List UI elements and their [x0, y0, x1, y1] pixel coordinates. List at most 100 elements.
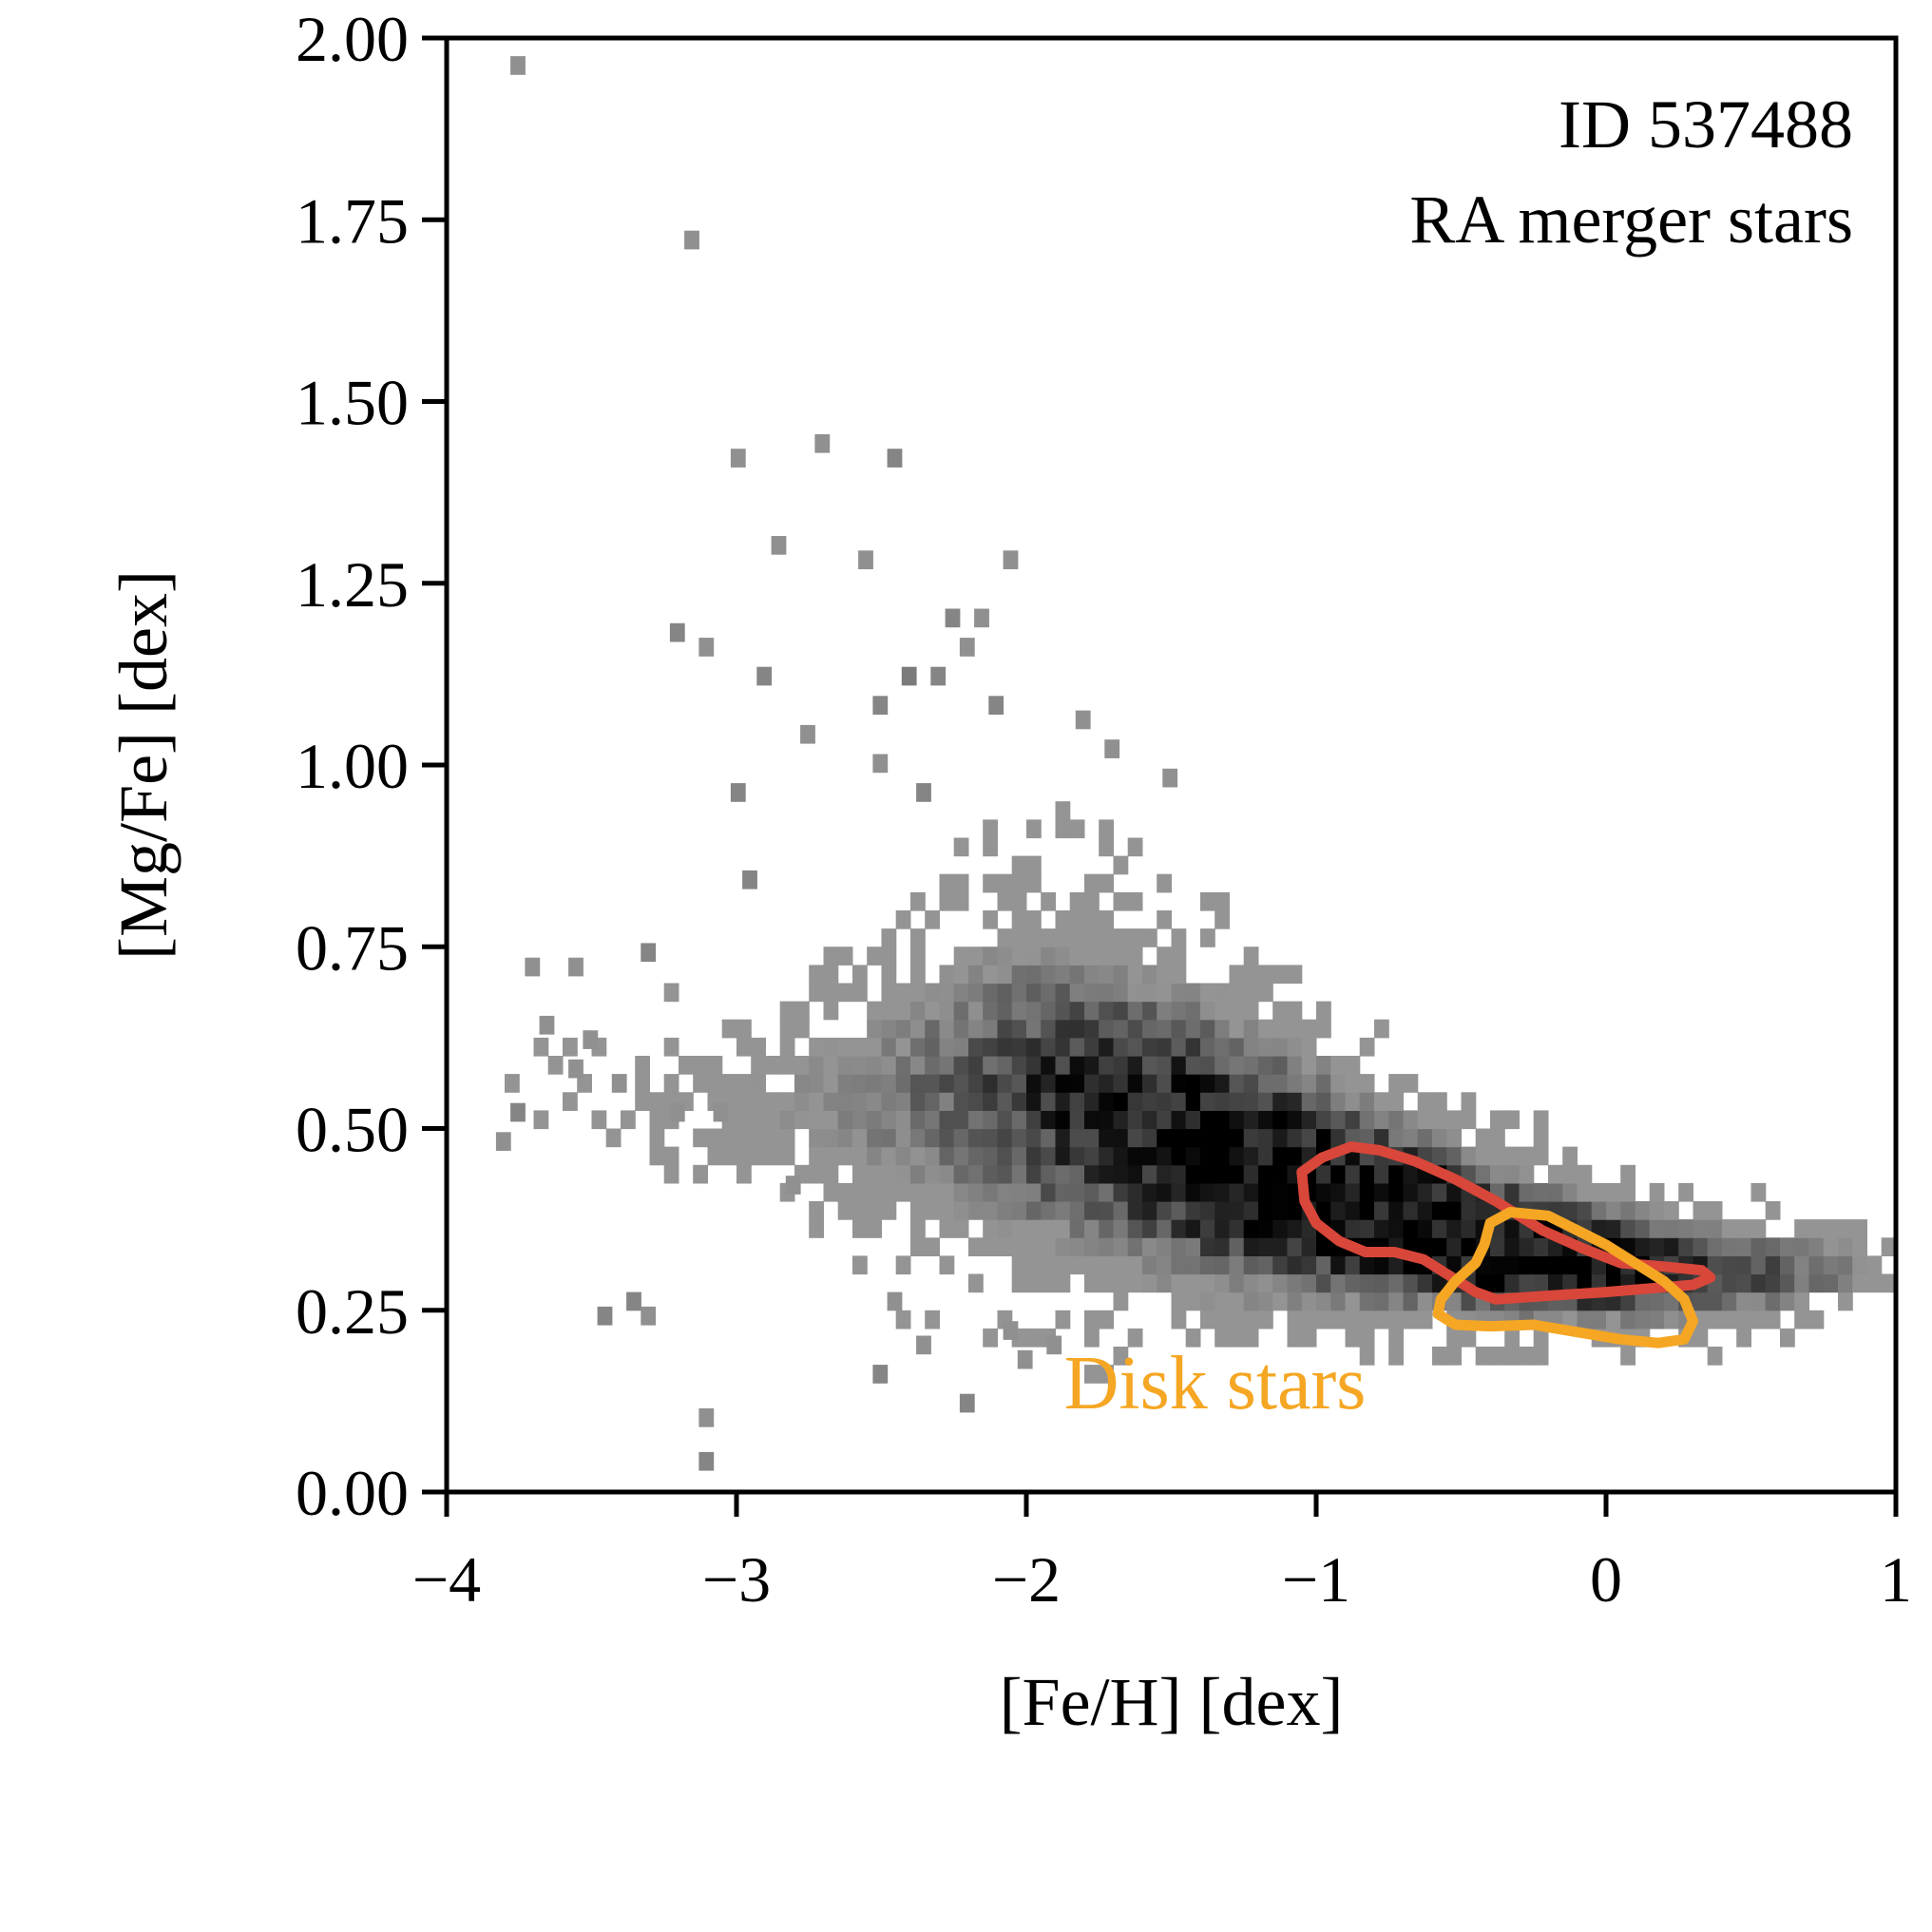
heatmap-bin: [1562, 1146, 1578, 1166]
heatmap-bin: [925, 1310, 940, 1329]
heatmap-bin: [1287, 1074, 1303, 1093]
heatmap-bin: [1649, 1237, 1665, 1256]
heatmap-bin: [925, 1056, 940, 1075]
heatmap-bin: [881, 1019, 897, 1039]
heatmap-bin: [1577, 1164, 1593, 1184]
heatmap-bin: [953, 873, 969, 893]
heatmap-bin: [852, 1074, 868, 1093]
heatmap-bin: [1011, 1255, 1027, 1275]
heatmap-bin: [1301, 1074, 1317, 1093]
heatmap-bin: [730, 449, 746, 468]
heatmap-bin: [1011, 1092, 1027, 1111]
heatmap-bin: [1808, 1255, 1825, 1275]
heatmap-bin: [1808, 1237, 1825, 1256]
heatmap-bin: [1099, 1001, 1114, 1021]
heatmap-bin: [1504, 1273, 1520, 1293]
heatmap-bin: [1215, 1110, 1230, 1130]
heatmap-bin: [1591, 1201, 1607, 1220]
heatmap-bin: [1388, 1328, 1404, 1348]
heatmap-bin: [1359, 1182, 1375, 1202]
heatmap-bin: [1069, 1164, 1085, 1184]
heatmap-bin: [1011, 1219, 1027, 1238]
heatmap-bin: [1084, 873, 1100, 893]
heatmap-bin: [939, 1019, 955, 1039]
heatmap-bin: [867, 1092, 882, 1111]
heatmap-bin: [1215, 1001, 1230, 1021]
heatmap-bin: [525, 957, 541, 977]
heatmap-bin: [1055, 1201, 1071, 1220]
heatmap-bin: [1200, 1056, 1215, 1075]
heatmap-bin: [939, 1146, 955, 1166]
heatmap-bin: [837, 1128, 853, 1148]
heatmap-bin: [939, 965, 955, 985]
heatmap-bin: [1200, 1037, 1215, 1057]
heatmap-bin: [1142, 1273, 1157, 1293]
heatmap-bin: [1287, 1201, 1303, 1220]
heatmap-bin: [953, 1128, 969, 1148]
heatmap-bin: [1229, 1201, 1245, 1220]
heatmap-bin: [809, 1056, 824, 1075]
heatmap-bin: [649, 1092, 665, 1111]
heatmap-bin: [1533, 1182, 1549, 1202]
heatmap-bin: [663, 1164, 679, 1184]
heatmap-bin: [1229, 1273, 1245, 1293]
heatmap-bin: [1017, 1349, 1033, 1369]
heatmap-bin: [1780, 1273, 1795, 1293]
heatmap-bin: [1041, 1219, 1056, 1238]
heatmap-bin: [925, 1074, 940, 1093]
heatmap-bin: [1041, 1128, 1056, 1148]
heatmap-bin: [1142, 1237, 1157, 1256]
heatmap-bin: [1055, 1056, 1071, 1075]
heatmap-bin: [1243, 947, 1259, 966]
heatmap-bin: [925, 983, 940, 1003]
heatmap-bin: [684, 230, 699, 250]
heatmap-bin: [1533, 1273, 1549, 1293]
heatmap-bin: [1127, 1019, 1143, 1039]
heatmap-bin: [751, 1092, 766, 1111]
heatmap-bin: [953, 1056, 969, 1075]
heatmap-bin: [953, 1164, 969, 1184]
heatmap-bin: [1258, 983, 1273, 1003]
heatmap-bin: [1084, 1146, 1100, 1166]
heatmap-bin: [1504, 1182, 1520, 1202]
heatmap-bin: [1316, 1164, 1331, 1184]
heatmap-bin: [1171, 1037, 1187, 1057]
heatmap-bin: [1041, 1255, 1056, 1275]
heatmap-bin: [983, 965, 998, 985]
disk-stars-label: Disk stars: [1064, 1342, 1367, 1425]
heatmap-bin: [997, 1201, 1013, 1220]
heatmap-bin: [1055, 947, 1071, 966]
heatmap-bin: [1432, 1201, 1447, 1220]
heatmap-bin: [1272, 1291, 1288, 1311]
heatmap-bin: [1011, 965, 1027, 985]
heatmap-bin: [1403, 1164, 1419, 1184]
heatmap-bin: [1069, 1056, 1085, 1075]
heatmap-bin: [1707, 1347, 1723, 1366]
heatmap-bin: [1055, 1001, 1071, 1021]
heatmap-bin: [721, 1128, 737, 1148]
annotation-subtitle: RA merger stars: [1409, 182, 1853, 258]
heatmap-bin: [997, 965, 1013, 985]
heatmap-bin: [823, 983, 839, 1003]
heatmap-bin: [1519, 1164, 1535, 1184]
heatmap-bin: [1157, 1037, 1172, 1057]
heatmap-bin: [968, 1128, 984, 1148]
heatmap-bin: [1171, 1128, 1187, 1148]
heatmap-bin: [1258, 1310, 1273, 1329]
heatmap-bin: [794, 1074, 810, 1093]
heatmap-bin: [1171, 1001, 1187, 1021]
heatmap-bin: [1258, 1110, 1273, 1130]
heatmap-bin: [1374, 1291, 1389, 1311]
heatmap-bin: [1171, 1092, 1187, 1111]
heatmap-bin: [852, 983, 868, 1003]
heatmap-bin: [1562, 1164, 1578, 1184]
heatmap-bin: [1258, 1219, 1273, 1238]
heatmap-bin: [925, 1146, 940, 1166]
heatmap-bin: [1504, 1347, 1520, 1366]
heatmap-bin: [837, 1110, 853, 1130]
heatmap-bin: [1374, 1273, 1389, 1293]
heatmap-bin: [901, 666, 917, 686]
heatmap-bin: [983, 1092, 998, 1111]
heatmap-bin: [881, 1201, 897, 1220]
heatmap-bin: [809, 1092, 824, 1111]
